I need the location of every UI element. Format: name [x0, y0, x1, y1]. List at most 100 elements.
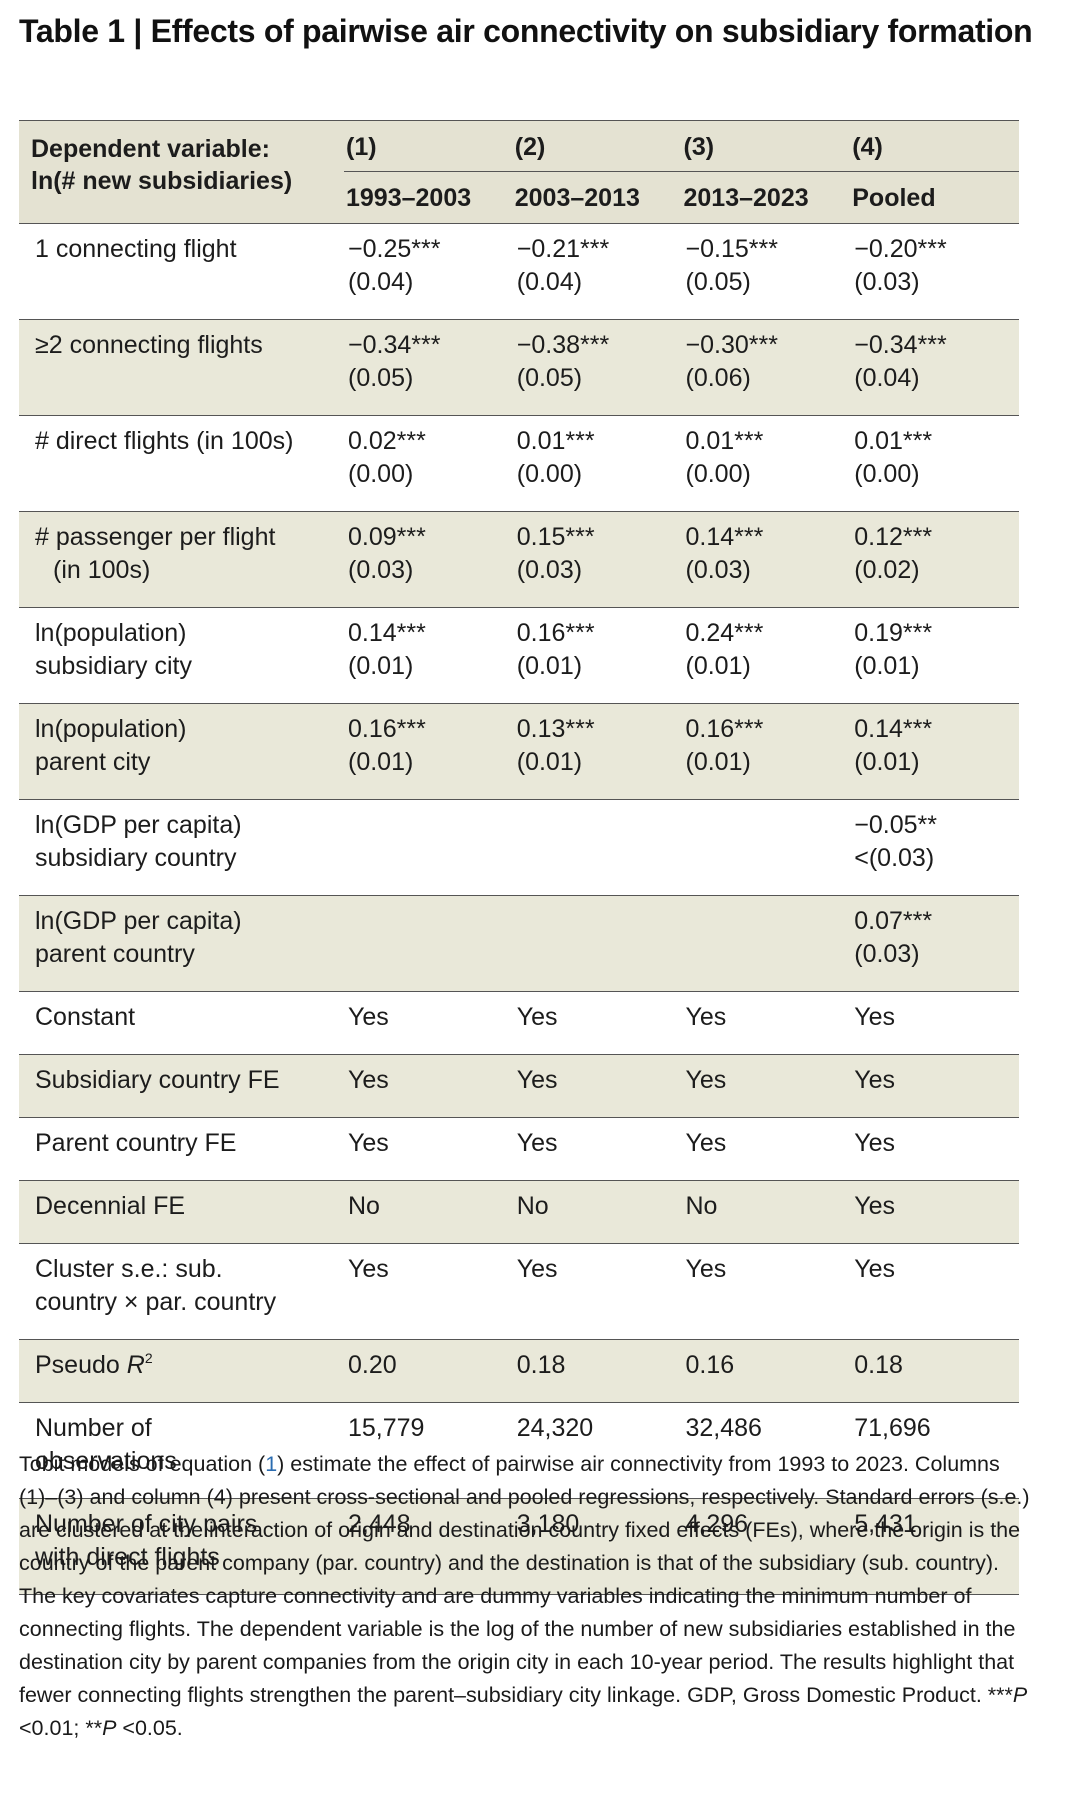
row-label: ln(GDP per capita) parent country [19, 895, 344, 992]
coefficient: Yes [348, 1003, 389, 1031]
table-cell [344, 799, 513, 896]
table-row: Decennial FE No No No Yes [19, 1180, 1019, 1244]
standard-error: (0.00) [854, 460, 920, 488]
table-cell: −0.05** <(0.03) [850, 799, 1019, 896]
table-cell: 0.16*** (0.01) [681, 703, 851, 800]
table-cell: Yes [344, 1243, 513, 1340]
table-cell: −0.21*** (0.04) [512, 223, 682, 320]
table-row: Number of city pairs with direct flights 2… [19, 1498, 1019, 1595]
table-cell: 0.07*** (0.03) [850, 895, 1019, 992]
row-label: Parent country FE [19, 1117, 344, 1181]
column-number-1: (1) [344, 120, 513, 172]
table-cell: Yes [681, 1117, 851, 1181]
standard-error: (0.03) [685, 556, 751, 584]
table-row: Subsidiary country FE Yes Yes Yes Yes [19, 1054, 1019, 1118]
standard-error: (0.03) [854, 268, 920, 296]
row-label: ln(GDP per capita) subsidiary country [19, 799, 344, 896]
coefficient: Yes [685, 1066, 727, 1094]
coefficient: Yes [516, 1255, 558, 1283]
coefficient: 0.15*** [516, 523, 595, 551]
coefficient: 0.16*** [348, 715, 426, 743]
table-cell: 71,696 [850, 1402, 1019, 1499]
table-row: Parent country FE Yes Yes Yes Yes [19, 1117, 1019, 1181]
standard-error: (0.01) [685, 652, 751, 680]
table-row: ln(population) subsidiary city 0.14*** (0.0… [19, 607, 1019, 704]
table-cell [512, 799, 682, 896]
table-row: ln(GDP per capita) subsidiary country −0.0… [19, 799, 1019, 896]
coefficient: Yes [685, 1129, 727, 1157]
standard-error: (0.05) [516, 364, 583, 392]
standard-error: <(0.03) [854, 844, 935, 872]
coefficient: 0.01*** [854, 427, 933, 455]
table-cell: 0.16 [681, 1339, 851, 1403]
standard-error: (0.03) [348, 556, 414, 584]
table-cell: Yes [681, 1243, 851, 1340]
coefficient: 0.09*** [348, 523, 426, 551]
table-cell: 0.13*** (0.01) [512, 703, 682, 800]
row-label: ln(population) parent city [19, 703, 344, 800]
coefficient: 0.16*** [516, 619, 595, 647]
coefficient: Yes [516, 1003, 558, 1031]
coefficient: Yes [685, 1003, 727, 1031]
regression-table: Dependent variable: ln(# new subsidiarie… [19, 120, 1019, 1595]
table-cell: −0.15*** (0.05) [681, 223, 851, 320]
table-cell [681, 799, 851, 896]
standard-error: (0.01) [348, 652, 414, 680]
coefficient: −0.30*** [685, 331, 778, 359]
standard-error: (0.01) [516, 652, 583, 680]
coefficient: Yes [854, 1003, 896, 1031]
row-label: Subsidiary country FE [19, 1054, 344, 1118]
table-row: Pseudo R2 0.20 0.18 0.16 0.18 [19, 1339, 1019, 1403]
coefficient: 2,448 [348, 1510, 411, 1538]
coefficient: Yes [516, 1066, 558, 1094]
coefficient: 0.14*** [685, 523, 764, 551]
coefficient: 24,320 [516, 1414, 594, 1442]
coefficient: 0.12*** [854, 523, 933, 551]
equation-reference-link[interactable]: 1 [265, 1452, 278, 1476]
table-cell: 0.01*** (0.00) [512, 415, 682, 512]
table-row: ln(GDP per capita) parent country 0.07*** (… [19, 895, 1019, 992]
coefficient: −0.34*** [854, 331, 947, 359]
table-row: ln(population) parent city 0.16*** (0.01) 0.… [19, 703, 1019, 800]
table-cell: 32,486 [681, 1402, 851, 1499]
coefficient: 0.18 [516, 1351, 566, 1379]
standard-error: (0.01) [685, 748, 751, 776]
table-cell: Yes [681, 1054, 851, 1118]
column-period-3: 2013–2023 [683, 184, 809, 212]
coefficient: −0.38*** [516, 331, 610, 359]
table-cell: 0.02*** (0.00) [344, 415, 513, 512]
table-cell: 0.19*** (0.01) [850, 607, 1019, 704]
table-cell: 24,320 [512, 1402, 682, 1499]
table-cell: −0.25*** (0.04) [344, 223, 513, 320]
table-cell: Yes [344, 1117, 513, 1181]
column-number-2: (2) [512, 120, 682, 172]
table-cell: Yes [850, 1180, 1019, 1244]
standard-error: (0.04) [516, 268, 583, 296]
coefficient: 15,779 [348, 1414, 425, 1442]
table-cell: −0.30*** (0.06) [681, 319, 851, 416]
table-body: 1 connecting flight −0.25*** (0.04) −0.21**… [19, 223, 1019, 1595]
table-cell: 0.14*** (0.01) [344, 607, 513, 704]
table-cell: 0.14*** (0.03) [681, 511, 851, 608]
coefficient: Yes [854, 1192, 896, 1220]
column-period-2: 2003–2013 [514, 184, 640, 212]
coefficient: −0.25*** [348, 235, 441, 263]
coefficient: Yes [348, 1066, 389, 1094]
standard-error: (0.01) [348, 748, 414, 776]
coefficient: 0.14*** [348, 619, 426, 647]
table-cell: Yes [344, 1054, 513, 1118]
table-cell: 0.14*** (0.01) [850, 703, 1019, 800]
coefficient: Yes [854, 1129, 896, 1157]
table-cell: Yes [850, 1117, 1019, 1181]
coefficient: Yes [348, 1255, 389, 1283]
coefficient: Yes [854, 1255, 896, 1283]
coefficient: 0.19*** [854, 619, 933, 647]
standard-error: (0.00) [516, 460, 583, 488]
table-cell: 0.01*** (0.00) [850, 415, 1019, 512]
coefficient: No [516, 1192, 549, 1220]
coefficient: Yes [854, 1066, 896, 1094]
coefficient: −0.34*** [348, 331, 441, 359]
standard-error: (0.00) [685, 460, 751, 488]
standard-error: (0.03) [516, 556, 583, 584]
